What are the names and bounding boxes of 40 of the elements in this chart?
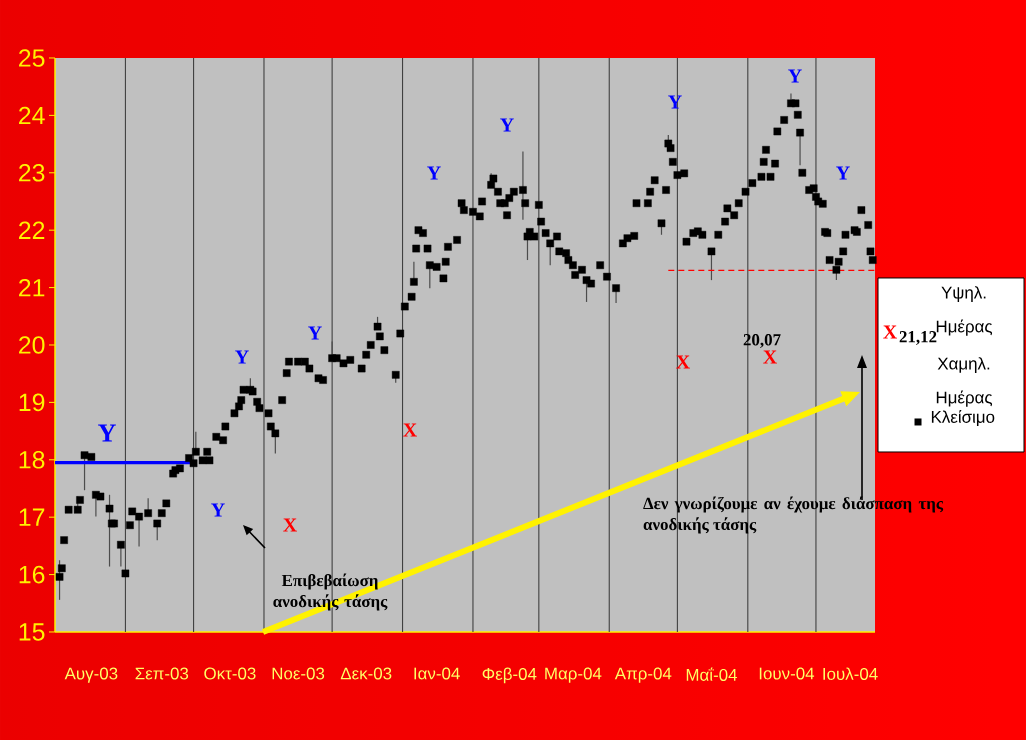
text: Υψηλ. Ημέρας — [936, 286, 993, 336]
x-tick-label: Ιαν-04 — [414, 667, 460, 680]
annotation: Y — [427, 166, 441, 180]
annotation: X — [283, 518, 297, 532]
annotation: X — [403, 423, 417, 437]
x-tick-label: Δεκ-03 — [340, 667, 392, 680]
x-tick-label: Νοε-03 — [272, 667, 325, 680]
x-tick-label: Ιουν-04 — [759, 667, 815, 680]
text: X — [883, 325, 897, 339]
y-tick-label: 21 — [19, 278, 45, 297]
y-tick-label: 22 — [19, 221, 45, 239]
annotation: X — [763, 350, 777, 364]
y-tick-label: 17 — [19, 508, 45, 526]
annotation: Y — [98, 424, 116, 442]
x-tick-label: Μαρ-04 — [545, 667, 602, 683]
annotation: Y — [211, 503, 225, 517]
x-tick-label: Οκτ-03 — [204, 667, 256, 680]
annotation: 20,07 — [743, 334, 781, 348]
x-tick-label: Απρ-04 — [614, 667, 672, 683]
x-tick-label: Σεπ-03 — [135, 667, 189, 680]
y-tick-label: 18 — [19, 450, 45, 469]
annotation: Y — [235, 350, 249, 364]
x-tick-label: Αυγ-03 — [64, 667, 118, 683]
annotation: Y — [500, 118, 514, 132]
y-tick-label: 15 — [19, 623, 45, 641]
x-tick-label: Ιουλ-04 — [823, 667, 878, 680]
annotation: Y — [788, 69, 802, 83]
y-tick-label: 25 — [19, 49, 45, 67]
text: Χαμηλ. Ημέρας — [936, 357, 993, 407]
x-tick-label: Μαΐ-04 — [686, 667, 738, 681]
y-tick-label: 19 — [19, 393, 45, 412]
y-tick-label: 20 — [19, 336, 45, 354]
y-tick-label: 16 — [19, 565, 45, 584]
legend-label: Κλείσιμο — [931, 409, 995, 426]
x-tick-label: Φεβ-04 — [482, 667, 537, 684]
text: 21,12 — [899, 331, 937, 345]
annotation: Y — [836, 166, 850, 180]
y-tick-label: 24 — [19, 106, 45, 125]
y-tick-label: 23 — [19, 163, 45, 182]
annotation: Y — [308, 326, 322, 340]
